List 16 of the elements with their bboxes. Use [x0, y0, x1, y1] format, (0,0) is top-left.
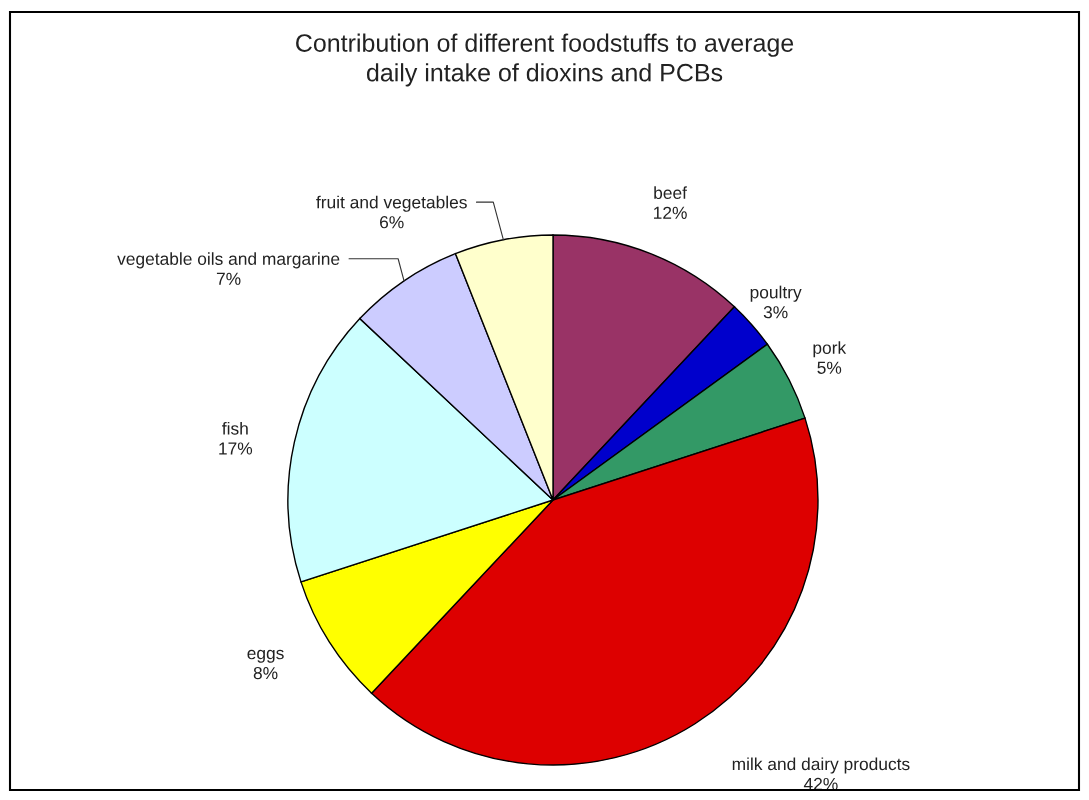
chart-title: Contribution of different foodstuffs to average daily intake of dioxins and PCBs	[296, 33, 794, 87]
slice-label: fruit and vegetables	[316, 195, 467, 212]
slice-label: poultry	[750, 285, 802, 302]
slice-label: eggs	[247, 649, 284, 663]
data-label: 3%	[763, 306, 788, 319]
data-label: 6%	[380, 216, 404, 229]
data-label: 8%	[253, 666, 278, 680]
slice-label: fish	[222, 421, 248, 435]
slice-label: vegetable oils and margarine	[117, 252, 340, 269]
data-label: 12%	[654, 206, 687, 219]
data-label: 5%	[817, 361, 842, 374]
slice-label: pork	[813, 341, 847, 358]
data-label: 17%	[219, 442, 253, 455]
slice-label: beef	[654, 186, 687, 200]
slice-label: milk and dairy products	[732, 757, 910, 774]
data-label: 7%	[216, 272, 241, 285]
